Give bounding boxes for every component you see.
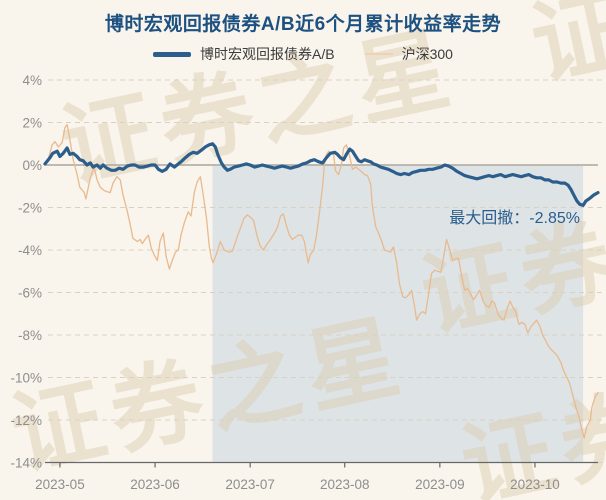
fund-series-line [43,142,600,207]
x-tick-label: 2023-07 [225,477,275,492]
y-tick-label: -6% [18,286,42,301]
y-tick-label: -2% [18,201,42,216]
x-tick-label: 2023-09 [415,477,465,492]
legend-label-fund: 博时宏观回报债券A/B [200,46,335,62]
y-tick-label: -8% [18,328,42,343]
x-tick-label: 2023-10 [510,477,560,492]
y-tick-label: 0% [22,158,42,173]
y-tick-label: -14% [10,456,42,471]
legend-label-csi300: 沪深300 [401,46,453,62]
y-tick-label: -12% [10,413,42,428]
x-tick-label: 2023-08 [320,477,370,492]
fund-line-swatch [153,51,192,57]
y-tick-label: 2% [22,116,42,131]
x-tick-label: 2023-06 [130,477,180,492]
drawdown-region [212,165,584,463]
csi300-line-swatch [364,53,393,55]
x-tick-label: 2023-05 [35,477,85,492]
y-tick-label: -10% [10,371,42,386]
max-drawdown-annotation: 最大回撤：-2.85% [449,210,580,227]
legend: 博时宏观回报债券A/B 沪深300 [0,44,606,64]
legend-item-csi300[interactable]: 沪深300 [364,44,453,64]
y-tick-label: 4% [22,73,42,88]
y-tick-label: -4% [18,243,42,258]
legend-item-fund[interactable]: 博时宏观回报债券A/B [153,44,335,64]
chart-title: 博时宏观回报债券A/B近6个月累计收益率走势 [104,14,502,35]
